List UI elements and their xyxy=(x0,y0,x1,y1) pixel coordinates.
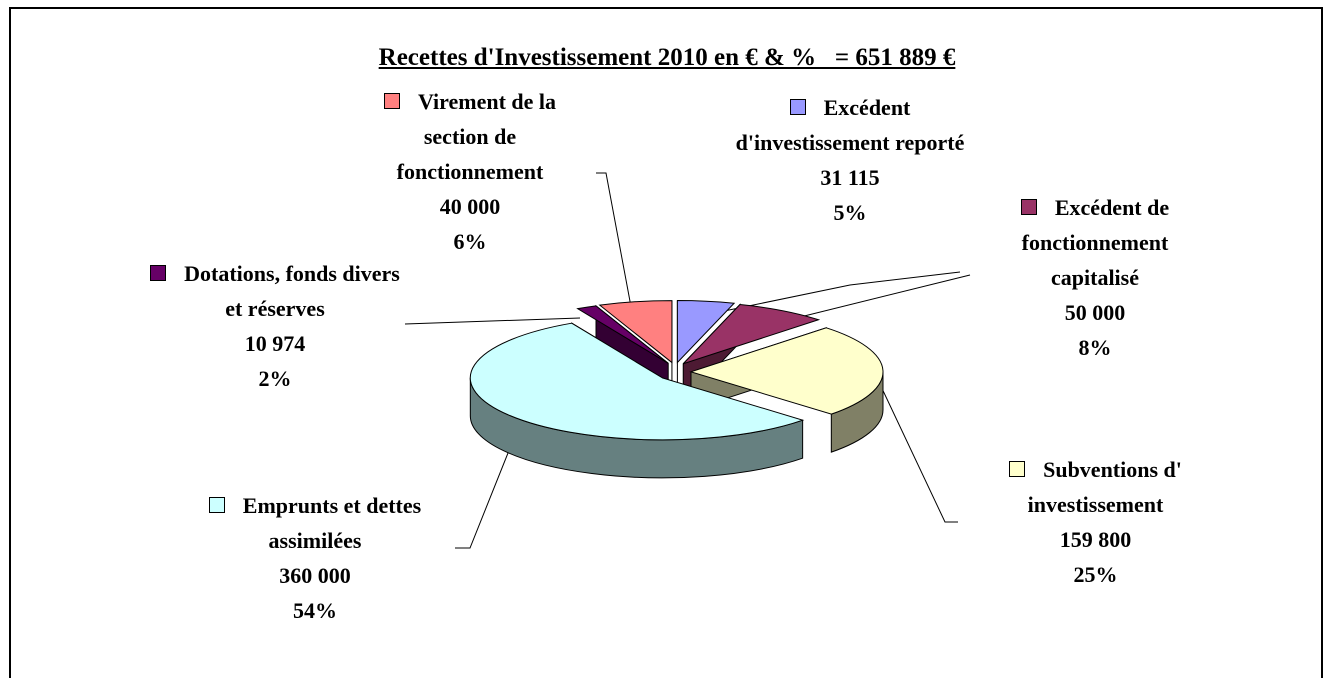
category-label: Emprunts et dettes assimilées xyxy=(242,493,422,553)
percent-label: 8% xyxy=(1078,335,1112,360)
slice xyxy=(676,300,736,364)
value-label: 159 800 xyxy=(1059,527,1132,552)
percent-label: 5% xyxy=(833,200,867,225)
label-name: Virement de la section de fonctionnement xyxy=(365,84,575,189)
slice-label: Excédent de fonctionnement capitalisé 50 … xyxy=(975,190,1215,365)
value-label: 360 000 xyxy=(279,563,351,588)
value-label: 50 000 xyxy=(1064,300,1126,325)
legend-key xyxy=(208,497,225,513)
label-name: Excédent d'investissement reporté xyxy=(735,90,965,160)
frame xyxy=(9,7,1323,678)
pie xyxy=(469,300,884,479)
value-label: 10 974 xyxy=(244,331,306,356)
slice xyxy=(682,304,821,365)
slice xyxy=(689,327,884,415)
category-label: Virement de la section de fonctionnement xyxy=(396,89,557,184)
label-name: Emprunts et dettes assimilées xyxy=(200,488,430,558)
legend-key xyxy=(150,265,167,281)
legend-key xyxy=(383,93,400,109)
slice-label: Excédent d'investissement reporté 31 115 5… xyxy=(735,90,965,230)
leader-lines xyxy=(404,172,971,549)
slice xyxy=(576,305,669,364)
percent-label: 6% xyxy=(453,229,487,254)
legend-key xyxy=(1009,461,1026,477)
slice-label: Emprunts et dettes assimilées 360 000 54% xyxy=(200,488,430,628)
label-name: Excédent de fonctionnement capitalisé xyxy=(975,190,1215,295)
slice-label: Subventions d' investissement 159 800 25% xyxy=(1008,452,1183,592)
slice-label: Dotations, fonds divers et réserves 10 97… xyxy=(145,256,405,396)
label-name: Subventions d' investissement xyxy=(1008,452,1183,522)
value-label: 31 115 xyxy=(820,165,880,190)
percent-label: 2% xyxy=(258,366,292,391)
legend-key xyxy=(1020,199,1037,215)
percent-label: 54% xyxy=(293,598,337,623)
category-label: Dotations, fonds divers et réserves xyxy=(184,261,400,321)
value-label: 40 000 xyxy=(439,194,501,219)
slice xyxy=(469,322,805,441)
category-label: Excédent de fonctionnement capitalisé xyxy=(1021,195,1170,290)
legend-key xyxy=(789,99,806,115)
category-label: Subventions d' investissement xyxy=(1027,457,1182,517)
category-label: Excédent d'investissement reporté xyxy=(735,95,965,155)
slice-label: Virement de la section de fonctionnement… xyxy=(365,84,575,259)
label-name: Dotations, fonds divers et réserves xyxy=(145,256,405,326)
percent-label: 25% xyxy=(1073,562,1118,587)
chart-title: Recettes d'Investissement 2010 en € & % … xyxy=(378,44,956,71)
slice xyxy=(598,300,673,364)
